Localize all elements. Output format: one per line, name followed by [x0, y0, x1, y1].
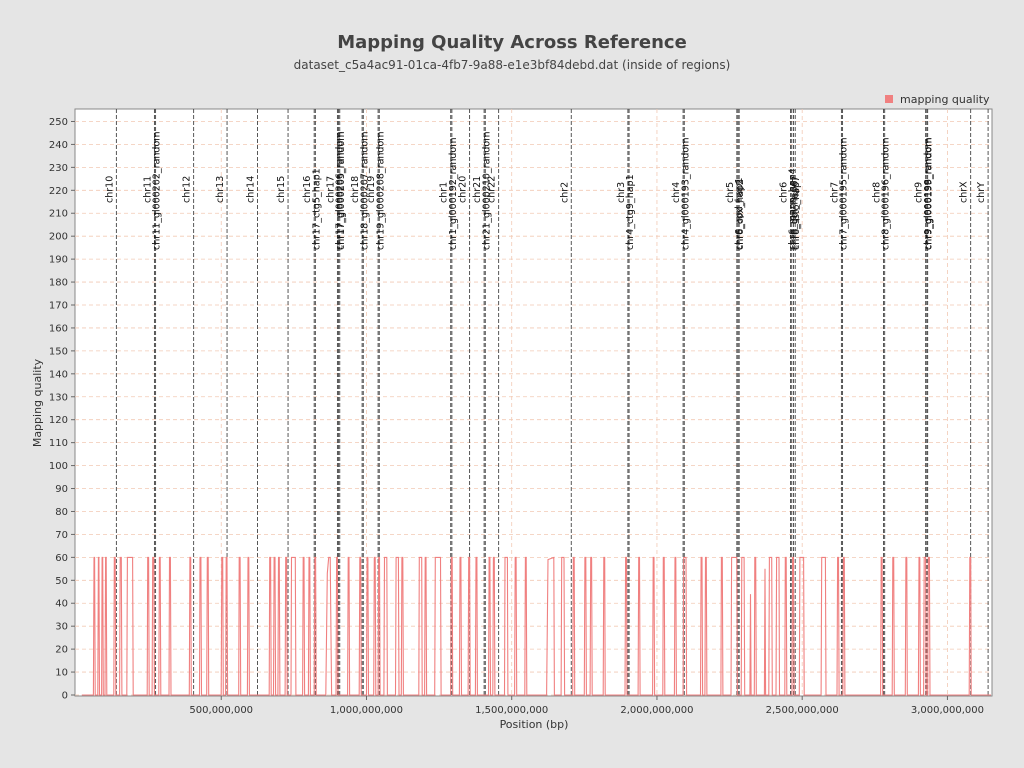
y-tick-label: 150	[49, 346, 68, 357]
x-tick-label: 3,000,000,000	[911, 705, 984, 716]
y-tick-label: 100	[49, 461, 68, 472]
chromosome-label: chr14	[246, 176, 257, 203]
y-tick-label: 10	[55, 668, 68, 679]
y-axis-label: Mapping quality	[31, 358, 44, 447]
y-tick-label: 190	[49, 255, 68, 266]
chromosome-label: chr5	[725, 182, 736, 203]
x-axis: 500,000,000 1,000,000,000 1,500,000,000 2,0…	[189, 696, 984, 716]
x-tick-label: 1,000,000,000	[330, 705, 403, 716]
chart-title: Mapping Quality Across Reference	[337, 32, 687, 53]
chromosome-label: chr4	[671, 182, 682, 203]
chromosome-label: chr19_gl000208_random	[375, 131, 386, 250]
y-tick-label: 50	[55, 576, 68, 587]
chromosome-label: chr9_gl000198_random	[923, 138, 934, 250]
y-tick-label: 60	[55, 553, 68, 564]
chromosome-label: chr6	[779, 182, 790, 203]
chromosome-label: chr20	[458, 176, 469, 203]
chromosome-label: chr6_ssto_hap7	[791, 176, 802, 250]
chromosome-label: chr21	[472, 176, 483, 203]
legend-swatch	[885, 95, 893, 103]
chromosome-label: chr7_gl000195_random	[839, 138, 850, 250]
y-tick-label: 160	[49, 323, 68, 334]
y-tick-label: 90	[55, 484, 68, 495]
series-layer	[81, 556, 991, 696]
chromosome-label: chr19	[366, 176, 377, 203]
chromosome-label: chr10	[104, 176, 115, 203]
y-tick-label: 240	[49, 140, 68, 151]
chromosome-label: chr21_gl000210_random	[481, 131, 492, 250]
y-tick-label: 230	[49, 163, 68, 174]
chromosome-label: chr17_ctg5_hap1	[311, 168, 322, 250]
y-tick-label: 250	[49, 117, 68, 128]
chart-subtitle: dataset_c5a4ac91-01ca-4fb7-9a88-e1e3bf84…	[294, 58, 731, 72]
series-line-mapping-quality	[81, 556, 991, 696]
chromosome-label: chr18_gl000207_random	[359, 131, 370, 250]
x-tick-label: 2,000,000,000	[620, 705, 693, 716]
chromosome-label: chr11	[142, 176, 153, 203]
chromosome-label: chr17	[325, 176, 336, 203]
legend: mapping quality	[885, 93, 990, 106]
chromosome-label: chr18	[350, 176, 361, 203]
y-tick-label: 210	[49, 209, 68, 220]
grid-lines	[75, 109, 992, 696]
x-tick-label: 500,000,000	[189, 705, 253, 716]
y-tick-label: 70	[55, 530, 68, 541]
chromosome-label: chr4_gl000193_random	[680, 138, 691, 250]
chromosome-label: chr6_cox_hap2	[735, 179, 746, 250]
chromosome-label: chr13	[215, 176, 226, 203]
chromosome-label: chr1	[439, 182, 450, 203]
y-tick-label: 120	[49, 415, 68, 426]
chromosome-label: chr22	[487, 176, 498, 203]
chromosome-label: chrY	[976, 182, 987, 203]
chromosome-label: chr17_gl000205_random	[336, 131, 347, 250]
y-axis: 0 10 20 30 40 50 60 70 80 90 100 110 120 130 140 150 160…	[49, 117, 75, 702]
chromosome-label: chr3	[616, 182, 627, 203]
chromosome-label: chr16	[302, 176, 313, 203]
x-axis-label: Position (bp)	[500, 718, 569, 731]
plot-area	[74, 108, 993, 697]
x-tick-label: 1,500,000,000	[475, 705, 548, 716]
chromosome-label: chr7	[829, 182, 840, 203]
chromosome-label: chr2	[559, 182, 570, 203]
chromosome-label: chr12	[182, 176, 193, 203]
y-tick-label: 130	[49, 392, 68, 403]
chromosome-label: chr8_gl000196_random	[881, 138, 892, 250]
y-tick-label: 170	[49, 301, 68, 312]
chromosome-label: chrX	[959, 181, 970, 203]
chromosome-label: chr6_mann_hap4	[788, 168, 799, 250]
chromosome-label: chr6_qbl_hap6	[789, 181, 800, 250]
y-tick-label: 140	[49, 369, 68, 380]
chromosome-label: chr11_gl000202_random	[152, 131, 163, 250]
y-tick-label: 200	[49, 232, 68, 243]
chromosome-label: chr8	[872, 182, 883, 203]
y-tick-label: 0	[62, 691, 68, 702]
chromosome-label: chr9_gl000199_random	[924, 138, 935, 250]
y-tick-label: 20	[55, 645, 68, 656]
y-tick-label: 80	[55, 507, 68, 518]
y-tick-label: 220	[49, 186, 68, 197]
y-tick-label: 180	[49, 278, 68, 289]
y-tick-label: 40	[55, 599, 68, 610]
chromosome-label: chr1_gl000192_random	[448, 138, 459, 250]
y-tick-label: 110	[49, 438, 68, 449]
chromosome-label: chr9	[914, 182, 925, 203]
legend-label: mapping quality	[900, 93, 990, 106]
chromosome-label: chr4_ctg9_hap1	[625, 174, 636, 250]
x-tick-label: 2,500,000,000	[766, 705, 839, 716]
chromosome-label: chr15	[276, 176, 287, 203]
y-tick-label: 30	[55, 622, 68, 633]
